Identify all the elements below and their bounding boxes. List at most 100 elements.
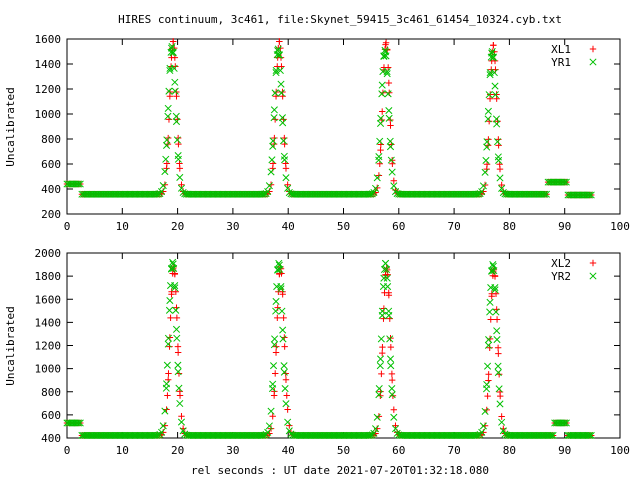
data-point [411, 431, 419, 440]
data-point [126, 190, 134, 198]
data-point [272, 297, 280, 306]
data-point [431, 190, 439, 198]
data-point [451, 190, 459, 198]
data-point [214, 190, 222, 198]
data-point [124, 190, 132, 198]
data-point [532, 431, 541, 440]
data-point [481, 407, 489, 415]
data-point [164, 112, 172, 120]
data-point [171, 87, 179, 95]
y-tick-label: 1600 [35, 33, 62, 46]
data-point [484, 392, 491, 400]
data-point [284, 181, 291, 188]
data-point [250, 431, 259, 440]
data-point [537, 190, 546, 198]
data-point [381, 46, 389, 54]
data-point [546, 178, 554, 186]
data-point [119, 190, 127, 198]
data-point [83, 431, 91, 440]
top-panel: 0 10 20 30 40 50 60 70 80 90 100 200 400 600 800 1000 12… [35, 33, 630, 233]
data-point [348, 190, 356, 198]
data-point [519, 190, 527, 198]
data-point [370, 188, 378, 197]
legend-marker [589, 45, 597, 53]
data-point [574, 191, 582, 199]
x-tick-label: 20 [171, 220, 184, 233]
data-point [295, 190, 303, 198]
data-point [378, 90, 386, 98]
data-point [338, 431, 346, 440]
data-point [187, 431, 195, 440]
data-point [381, 259, 390, 267]
data-point [315, 431, 323, 440]
data-point [276, 38, 283, 45]
data-point [491, 286, 499, 294]
data-point [489, 261, 497, 269]
data-point [403, 190, 411, 198]
data-point [174, 343, 182, 350]
data-point [176, 392, 184, 399]
data-point [436, 190, 444, 198]
data-point [416, 431, 424, 440]
data-point [514, 431, 522, 440]
data-point [297, 190, 305, 198]
data-point [106, 190, 114, 198]
data-point [229, 431, 237, 440]
data-point [162, 155, 170, 163]
data-point [384, 90, 392, 98]
data-point [544, 178, 552, 186]
data-point [214, 431, 222, 440]
data-point [421, 190, 429, 198]
data-point [175, 384, 183, 392]
data-point [75, 419, 83, 427]
data-point [479, 422, 487, 430]
data-point [340, 431, 348, 440]
data-point [108, 431, 116, 440]
data-point [269, 362, 278, 370]
plot-frame [66, 252, 621, 439]
data-point [486, 344, 493, 351]
data-point [176, 165, 184, 172]
data-point [264, 428, 272, 436]
series-XL2 [63, 263, 595, 439]
data-point [279, 326, 287, 334]
data-point [186, 190, 194, 198]
data-point [126, 431, 134, 440]
data-point [86, 431, 94, 440]
data-point [302, 190, 310, 198]
data-point [194, 190, 202, 198]
data-point [66, 419, 74, 427]
data-point [159, 182, 167, 190]
data-point [163, 136, 171, 144]
data-point [240, 190, 249, 198]
data-point [376, 355, 385, 363]
data-point [358, 190, 366, 198]
data-point [531, 190, 539, 198]
x-tick-label: 60 [392, 220, 405, 233]
data-point [350, 431, 358, 440]
data-point [335, 190, 343, 198]
data-point [454, 190, 463, 198]
data-point [76, 180, 84, 188]
data-point [376, 362, 384, 370]
data-point [295, 431, 303, 440]
data-point [385, 107, 393, 115]
data-point [269, 137, 277, 145]
data-point [357, 190, 365, 198]
data-point [116, 431, 124, 440]
y-tick-label: 1000 [35, 363, 62, 376]
x-tick-label: 30 [226, 444, 239, 457]
y-tick-label: 800 [41, 386, 61, 399]
data-point [96, 190, 104, 198]
data-point [322, 190, 330, 198]
data-point [164, 392, 171, 399]
data-point [385, 292, 393, 299]
data-point [275, 259, 283, 267]
data-point [103, 431, 111, 440]
data-point [202, 190, 210, 198]
data-point [99, 431, 108, 440]
data-point [144, 431, 152, 440]
data-point [187, 190, 195, 198]
legend-label: XL1 [551, 43, 571, 56]
data-point [542, 190, 551, 198]
